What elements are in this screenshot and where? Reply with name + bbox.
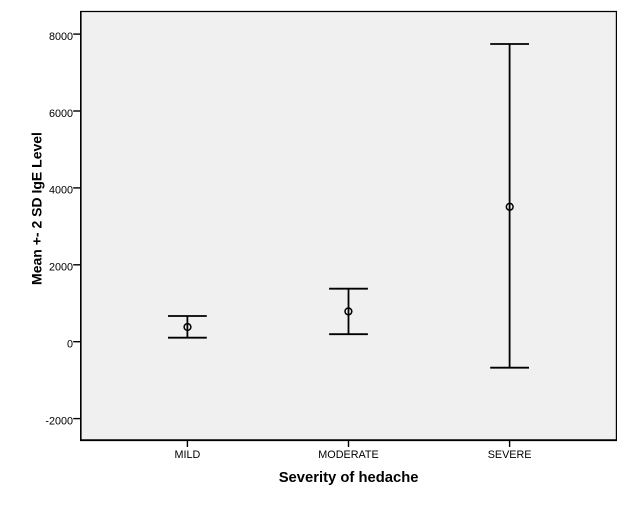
svg-text:0: 0 xyxy=(67,339,73,351)
svg-text:Severity of hedache: Severity of hedache xyxy=(279,470,419,486)
svg-text:SEVERE: SEVERE xyxy=(488,449,532,461)
svg-text:6000: 6000 xyxy=(49,108,73,120)
svg-text:-2000: -2000 xyxy=(45,415,73,427)
svg-text:MILD: MILD xyxy=(175,449,201,461)
svg-text:Mean +- 2 SD IgE Level: Mean +- 2 SD IgE Level xyxy=(29,132,45,285)
svg-text:2000: 2000 xyxy=(49,262,73,274)
svg-text:4000: 4000 xyxy=(49,185,73,197)
svg-text:8000: 8000 xyxy=(49,31,73,43)
svg-text:MODERATE: MODERATE xyxy=(318,449,378,461)
